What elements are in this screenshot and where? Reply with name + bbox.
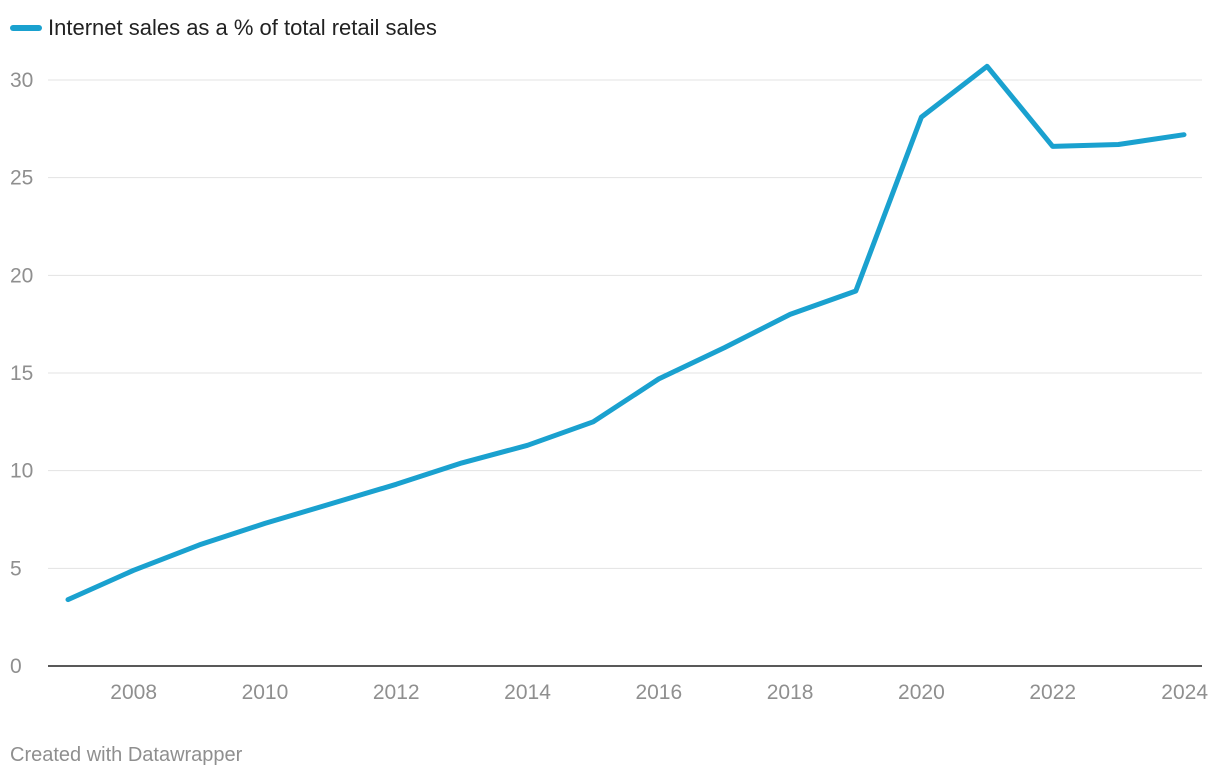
x-tick-label: 2016	[635, 681, 682, 704]
datawrapper-credit: Created with Datawrapper	[10, 744, 243, 766]
y-tick-label: 10	[10, 460, 33, 483]
y-tick-label: 5	[10, 557, 22, 580]
x-tick-label: 2014	[504, 681, 551, 704]
y-tick-label: 0	[10, 655, 22, 678]
x-tick-label: 2022	[1029, 681, 1076, 704]
y-tick-label: 30	[10, 69, 33, 92]
x-tick-label: 2008	[110, 681, 157, 704]
x-tick-label: 2012	[373, 681, 420, 704]
y-tick-label: 15	[10, 362, 33, 385]
chart-legend: Internet sales as a % of total retail sa…	[10, 12, 437, 44]
x-tick-label: 2010	[242, 681, 289, 704]
series-line	[65, 63, 1187, 603]
legend-label: Internet sales as a % of total retail sa…	[48, 15, 437, 40]
y-tick-label: 20	[10, 264, 33, 287]
x-tick-label: 2024	[1161, 681, 1208, 704]
x-tick-label: 2018	[767, 681, 814, 704]
y-tick-label: 25	[10, 167, 33, 190]
legend-swatch	[10, 25, 42, 31]
x-tick-label: 2020	[898, 681, 945, 704]
